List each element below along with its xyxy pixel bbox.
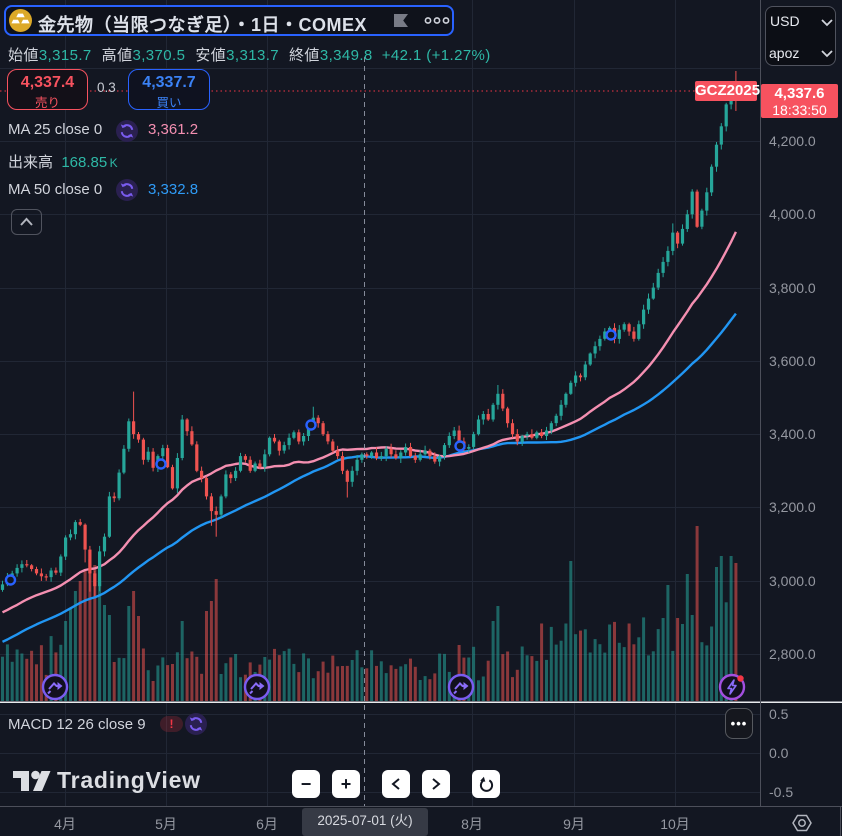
svg-text:TradingView: TradingView xyxy=(57,767,201,793)
